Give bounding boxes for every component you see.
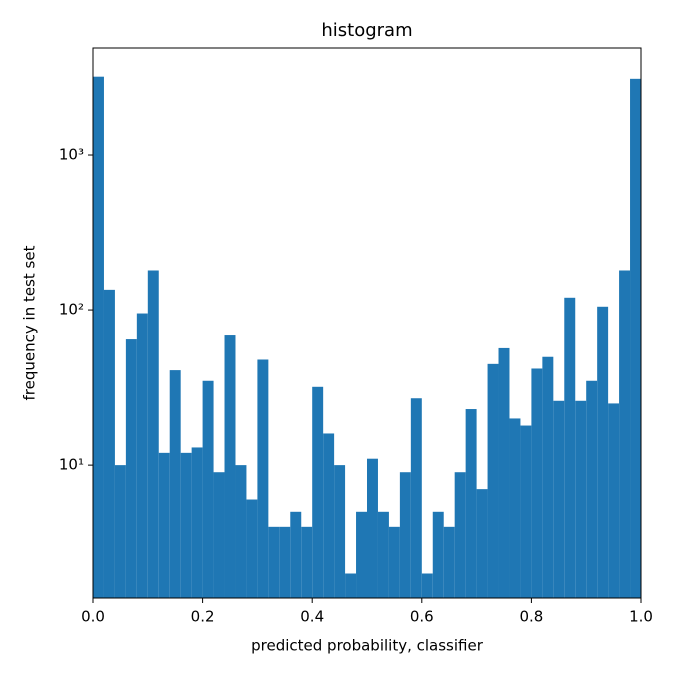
- x-tick-label: 1.0: [629, 608, 653, 626]
- x-tick-label: 0.0: [81, 608, 105, 626]
- bar: [542, 356, 554, 598]
- bar: [290, 511, 302, 598]
- bar: [531, 368, 543, 598]
- bar: [465, 409, 477, 598]
- bar: [312, 386, 324, 598]
- bar: [454, 472, 466, 598]
- bar: [158, 452, 170, 598]
- bar: [93, 76, 104, 598]
- bar: [103, 289, 115, 598]
- bar: [586, 380, 598, 598]
- bar: [268, 526, 280, 598]
- x-tick-label: 0.6: [410, 608, 434, 626]
- axes-frame: [92, 47, 642, 599]
- y-tick-label: 10²: [59, 301, 84, 319]
- bar: [619, 270, 631, 598]
- bar: [487, 363, 499, 598]
- y-tick-label: 10¹: [59, 456, 84, 474]
- x-axis-label: predicted probability, classifier: [251, 637, 484, 655]
- bar: [334, 465, 346, 598]
- bar: [224, 335, 236, 598]
- bar: [301, 526, 313, 598]
- bar: [323, 433, 335, 598]
- bar: [114, 465, 126, 598]
- bar: [147, 270, 159, 598]
- bar: [356, 511, 367, 598]
- bar: [476, 489, 488, 598]
- x-tick-label: 0.2: [191, 608, 215, 626]
- x-tick-label: 0.8: [519, 608, 543, 626]
- bar: [367, 458, 378, 598]
- bar: [421, 573, 433, 598]
- bar: [136, 313, 148, 598]
- bar: [257, 359, 269, 598]
- bar: [388, 526, 400, 598]
- bar: [191, 447, 203, 598]
- chart-title: histogram: [321, 20, 412, 41]
- bar: [608, 403, 620, 598]
- bar: [410, 398, 422, 598]
- bar: [520, 425, 532, 598]
- bar: [125, 339, 137, 598]
- bar: [509, 418, 521, 598]
- bar: [630, 78, 641, 598]
- bar: [564, 297, 576, 598]
- bar: [279, 526, 291, 598]
- bar: [213, 472, 225, 598]
- bar: [169, 370, 181, 598]
- y-tick-label: 10³: [59, 146, 84, 164]
- bar: [498, 347, 510, 598]
- bar: [443, 526, 455, 598]
- bar: [235, 465, 247, 598]
- y-axis-label: frequency in test set: [21, 245, 39, 400]
- bar: [202, 380, 214, 598]
- bar: [597, 306, 609, 598]
- bar: [377, 511, 389, 598]
- bar: [246, 499, 258, 598]
- bar: [180, 452, 192, 598]
- bar: [345, 573, 357, 598]
- bar: [399, 472, 411, 598]
- bar: [432, 511, 444, 598]
- x-tick-label: 0.4: [300, 608, 324, 626]
- bar: [575, 400, 587, 598]
- bar: [553, 400, 565, 598]
